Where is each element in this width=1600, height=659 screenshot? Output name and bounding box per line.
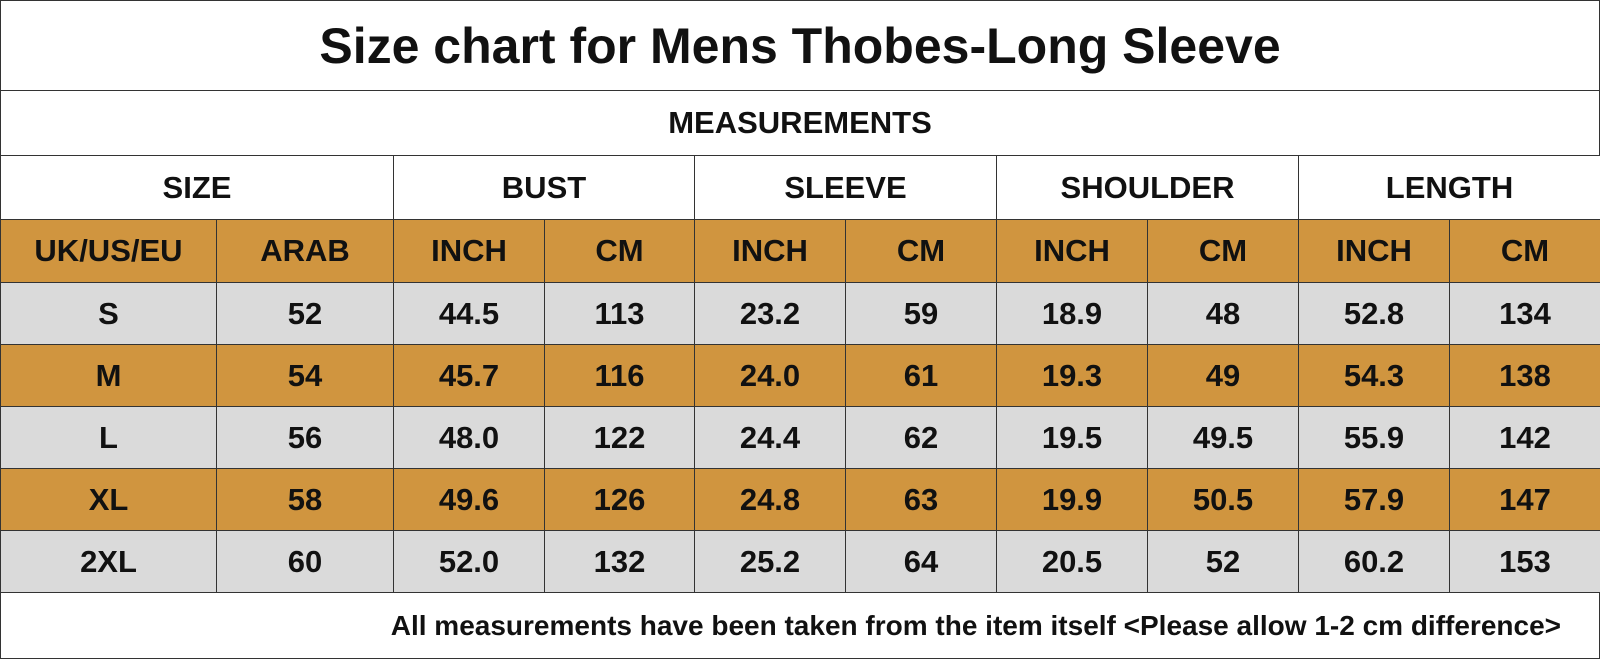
table-cell: 56 xyxy=(216,406,394,469)
table-cell: 142 xyxy=(1449,406,1600,469)
table-cell: 52.8 xyxy=(1298,282,1450,345)
table-cell: 24.0 xyxy=(694,344,846,407)
column-header: ARAB xyxy=(216,219,394,283)
table-cell: 62 xyxy=(845,406,997,469)
table-cell: 52 xyxy=(216,282,394,345)
table-cell: 63 xyxy=(845,468,997,531)
column-header: CM xyxy=(845,219,997,283)
table-cell: 113 xyxy=(544,282,695,345)
table-cell: 57.9 xyxy=(1298,468,1450,531)
table-cell: 19.9 xyxy=(996,468,1148,531)
table-cell: 116 xyxy=(544,344,695,407)
subtitle: MEASUREMENTS xyxy=(0,90,1600,156)
column-header: CM xyxy=(544,219,695,283)
table-cell: 122 xyxy=(544,406,695,469)
table-cell: 49.6 xyxy=(393,468,545,531)
table-cell: 54.3 xyxy=(1298,344,1450,407)
table-cell: 48 xyxy=(1147,282,1299,345)
table-cell: 25.2 xyxy=(694,530,846,593)
column-header: INCH xyxy=(1298,219,1450,283)
column-header: INCH xyxy=(393,219,545,283)
footer-note: All measurements have been taken from th… xyxy=(0,592,1600,659)
table-cell: 126 xyxy=(544,468,695,531)
table-cell: 52 xyxy=(1147,530,1299,593)
column-header: INCH xyxy=(996,219,1148,283)
column-header: CM xyxy=(1449,219,1600,283)
table-cell: 60.2 xyxy=(1298,530,1450,593)
table-cell: 48.0 xyxy=(393,406,545,469)
table-cell: 44.5 xyxy=(393,282,545,345)
table-cell: 59 xyxy=(845,282,997,345)
table-cell: 49 xyxy=(1147,344,1299,407)
table-cell: 138 xyxy=(1449,344,1600,407)
table-cell: 55.9 xyxy=(1298,406,1450,469)
table-cell: 18.9 xyxy=(996,282,1148,345)
group-header: SIZE xyxy=(0,155,394,220)
column-header: INCH xyxy=(694,219,846,283)
column-header: UK/US/EU xyxy=(0,219,217,283)
group-header: BUST xyxy=(393,155,695,220)
table-cell: 50.5 xyxy=(1147,468,1299,531)
group-header: SHOULDER xyxy=(996,155,1299,220)
table-cell: 49.5 xyxy=(1147,406,1299,469)
table-cell: 24.8 xyxy=(694,468,846,531)
table-cell: 61 xyxy=(845,344,997,407)
group-header: SLEEVE xyxy=(694,155,997,220)
table-cell: 24.4 xyxy=(694,406,846,469)
table-cell: 19.3 xyxy=(996,344,1148,407)
table-cell: 64 xyxy=(845,530,997,593)
column-header: CM xyxy=(1147,219,1299,283)
table-cell: 45.7 xyxy=(393,344,545,407)
table-cell: 23.2 xyxy=(694,282,846,345)
title: Size chart for Mens Thobes-Long Sleeve xyxy=(0,0,1600,91)
table-cell: 60 xyxy=(216,530,394,593)
table-cell: 134 xyxy=(1449,282,1600,345)
table-cell: 20.5 xyxy=(996,530,1148,593)
table-cell: 147 xyxy=(1449,468,1600,531)
table-cell: L xyxy=(0,406,217,469)
table-cell: 2XL xyxy=(0,530,217,593)
group-header: LENGTH xyxy=(1298,155,1600,220)
table-cell: 52.0 xyxy=(393,530,545,593)
table-cell: XL xyxy=(0,468,217,531)
table-cell: 132 xyxy=(544,530,695,593)
table-cell: 58 xyxy=(216,468,394,531)
table-cell: 19.5 xyxy=(996,406,1148,469)
table-cell: S xyxy=(0,282,217,345)
table-cell: M xyxy=(0,344,217,407)
table-cell: 54 xyxy=(216,344,394,407)
table-cell: 153 xyxy=(1449,530,1600,593)
